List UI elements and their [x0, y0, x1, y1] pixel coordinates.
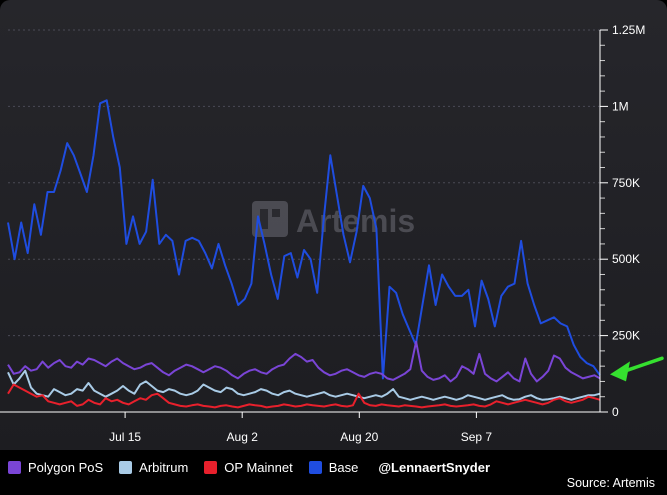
- legend-swatch-base: [308, 460, 322, 474]
- legend-label-polygon: Polygon PoS: [28, 459, 104, 475]
- series-line-polygon: [7, 340, 601, 383]
- line-chart: Artemis 0 250K 500K 750K 1M 1.25M Jul 15 Aug 2…: [0, 23, 664, 444]
- arrow-head: [610, 361, 630, 382]
- x-axis: Jul 15 Aug 2 Aug 20 Sep 7: [0, 411, 600, 444]
- y-tick-label: 750K: [612, 176, 640, 190]
- legend-item-polygon[interactable]: Polygon PoS: [8, 460, 103, 475]
- y-tick-label: 500K: [612, 252, 640, 266]
- arrow-shaft: [622, 356, 664, 374]
- legend-item-arbitrum[interactable]: Arbitrum: [119, 460, 188, 475]
- legend-swatch-op-mainnet: [204, 460, 218, 474]
- series-line-base: [7, 99, 601, 380]
- source-note: Source: Artemis: [566, 476, 655, 490]
- series-line-arbitrum: [7, 369, 601, 401]
- legend-swatch-arbitrum: [119, 460, 133, 474]
- green-arrow-icon: [610, 356, 664, 382]
- legend: Polygon PoS Arbitrum OP Mainnet Base @Le…: [8, 458, 490, 476]
- legend-item-base[interactable]: Base: [308, 459, 359, 475]
- x-tick-label: Jul 15: [109, 430, 141, 444]
- legend-label-arbitrum: Arbitrum: [139, 459, 189, 475]
- legend-swatch-polygon: [8, 460, 21, 474]
- series-line-op-mainnet: [7, 383, 601, 409]
- legend-label-base: Base: [328, 459, 359, 475]
- y-tick-label: 0: [612, 405, 619, 419]
- series-lines: [7, 99, 601, 409]
- x-tick-label: Aug 20: [340, 430, 378, 444]
- y-tick-label: 250K: [612, 329, 640, 343]
- artemis-watermark: Artemis: [252, 201, 415, 239]
- x-tick-label: Aug 2: [227, 430, 259, 444]
- legend-item-op-mainnet[interactable]: OP Mainnet: [204, 459, 293, 475]
- grid-lines: [8, 29, 600, 337]
- x-tick-label: Sep 7: [461, 430, 493, 444]
- y-axis: 0 250K 500K 750K 1M 1.25M: [599, 23, 645, 419]
- author-handle: @LennaertSnyder: [378, 459, 491, 475]
- y-tick-label: 1.25M: [612, 23, 645, 37]
- y-tick-label: 1M: [612, 99, 629, 113]
- legend-label-op-mainnet: OP Mainnet: [224, 459, 293, 475]
